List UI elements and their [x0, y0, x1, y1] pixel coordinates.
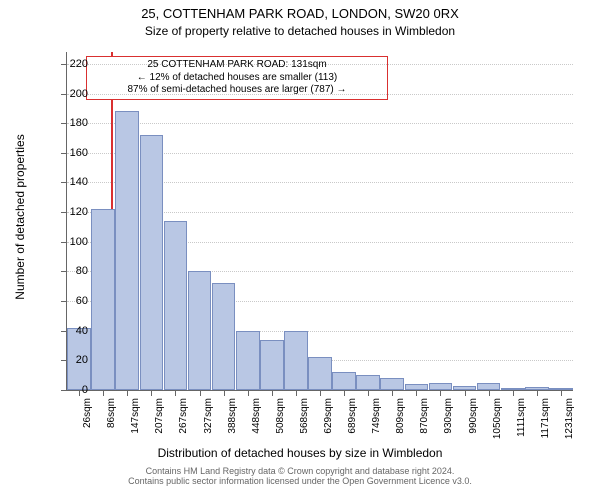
xtick-label: 267sqm	[178, 398, 189, 434]
bar	[140, 135, 164, 390]
xtick	[416, 390, 417, 396]
ytick-label: 80	[48, 265, 88, 277]
xtick-label: 930sqm	[443, 398, 454, 434]
bar	[188, 271, 212, 390]
xtick-label: 508sqm	[275, 398, 286, 434]
xtick	[103, 390, 104, 396]
xtick-label: 629sqm	[323, 398, 334, 434]
ytick-label: 0	[48, 384, 88, 396]
bar	[356, 375, 380, 390]
ytick-label: 40	[48, 325, 88, 337]
gridline	[67, 64, 573, 65]
bar	[477, 383, 501, 390]
ytick-label: 180	[48, 117, 88, 129]
xtick	[151, 390, 152, 396]
xtick	[344, 390, 345, 396]
xtick-label: 26sqm	[82, 398, 93, 428]
gridline	[67, 123, 573, 124]
bar	[236, 331, 260, 390]
xtick-label: 207sqm	[154, 398, 165, 434]
xtick-label: 568sqm	[299, 398, 310, 434]
ytick-label: 60	[48, 295, 88, 307]
xtick-label: 689sqm	[347, 398, 358, 434]
xtick	[489, 390, 490, 396]
xtick-label: 870sqm	[419, 398, 430, 434]
xtick	[513, 390, 514, 396]
xtick	[272, 390, 273, 396]
xtick-label: 749sqm	[371, 398, 382, 434]
xtick-label: 1111sqm	[516, 398, 527, 437]
bar	[308, 357, 332, 390]
xtick-label: 388sqm	[227, 398, 238, 434]
ytick-label: 20	[48, 354, 88, 366]
xtick-label: 1171sqm	[540, 398, 551, 438]
xtick	[200, 390, 201, 396]
xtick	[320, 390, 321, 396]
bar	[284, 331, 308, 390]
y-axis-label: Number of detached properties	[13, 117, 27, 317]
xtick	[561, 390, 562, 396]
ytick-label: 200	[48, 88, 88, 100]
xtick-label: 990sqm	[468, 398, 479, 434]
bar	[212, 283, 236, 390]
ytick-label: 140	[48, 176, 88, 188]
xtick-label: 1231sqm	[564, 398, 575, 439]
xtick-label: 86sqm	[106, 398, 117, 428]
xtick-label: 1050sqm	[492, 398, 503, 439]
bar	[91, 209, 115, 390]
annotation-line-1: 25 COTTENHAM PARK ROAD: 131sqm	[93, 59, 381, 72]
xtick-label: 448sqm	[251, 398, 262, 434]
ytick-label: 220	[48, 58, 88, 70]
plot-area: 25 COTTENHAM PARK ROAD: 131sqm ← 12% of …	[66, 52, 573, 391]
xtick-label: 147sqm	[130, 398, 141, 434]
bar	[332, 372, 356, 390]
ytick-label: 120	[48, 206, 88, 218]
xtick	[224, 390, 225, 396]
bar	[164, 221, 188, 390]
xtick	[440, 390, 441, 396]
xtick	[392, 390, 393, 396]
annotation-line-2: ← 12% of detached houses are smaller (11…	[93, 72, 381, 85]
xtick	[127, 390, 128, 396]
footer: Contains HM Land Registry data © Crown c…	[0, 466, 600, 486]
ytick-label: 100	[48, 236, 88, 248]
gridline	[67, 94, 573, 95]
title-main: 25, COTTENHAM PARK ROAD, LONDON, SW20 0R…	[0, 6, 600, 21]
xtick	[537, 390, 538, 396]
xtick-label: 327sqm	[203, 398, 214, 434]
xtick-label: 809sqm	[395, 398, 406, 434]
xtick	[248, 390, 249, 396]
bar	[115, 111, 139, 390]
bar	[380, 378, 404, 390]
bar	[429, 383, 453, 390]
bar	[260, 340, 284, 390]
xtick	[296, 390, 297, 396]
ytick-label: 160	[48, 147, 88, 159]
xtick	[465, 390, 466, 396]
x-axis-label: Distribution of detached houses by size …	[0, 446, 600, 460]
xtick	[175, 390, 176, 396]
footer-line-2: Contains public sector information licen…	[0, 476, 600, 486]
title-sub: Size of property relative to detached ho…	[0, 24, 600, 38]
annotation-line-3: 87% of semi-detached houses are larger (…	[93, 84, 381, 97]
xtick	[368, 390, 369, 396]
footer-line-1: Contains HM Land Registry data © Crown c…	[0, 466, 600, 476]
figure: 25, COTTENHAM PARK ROAD, LONDON, SW20 0R…	[0, 0, 600, 500]
